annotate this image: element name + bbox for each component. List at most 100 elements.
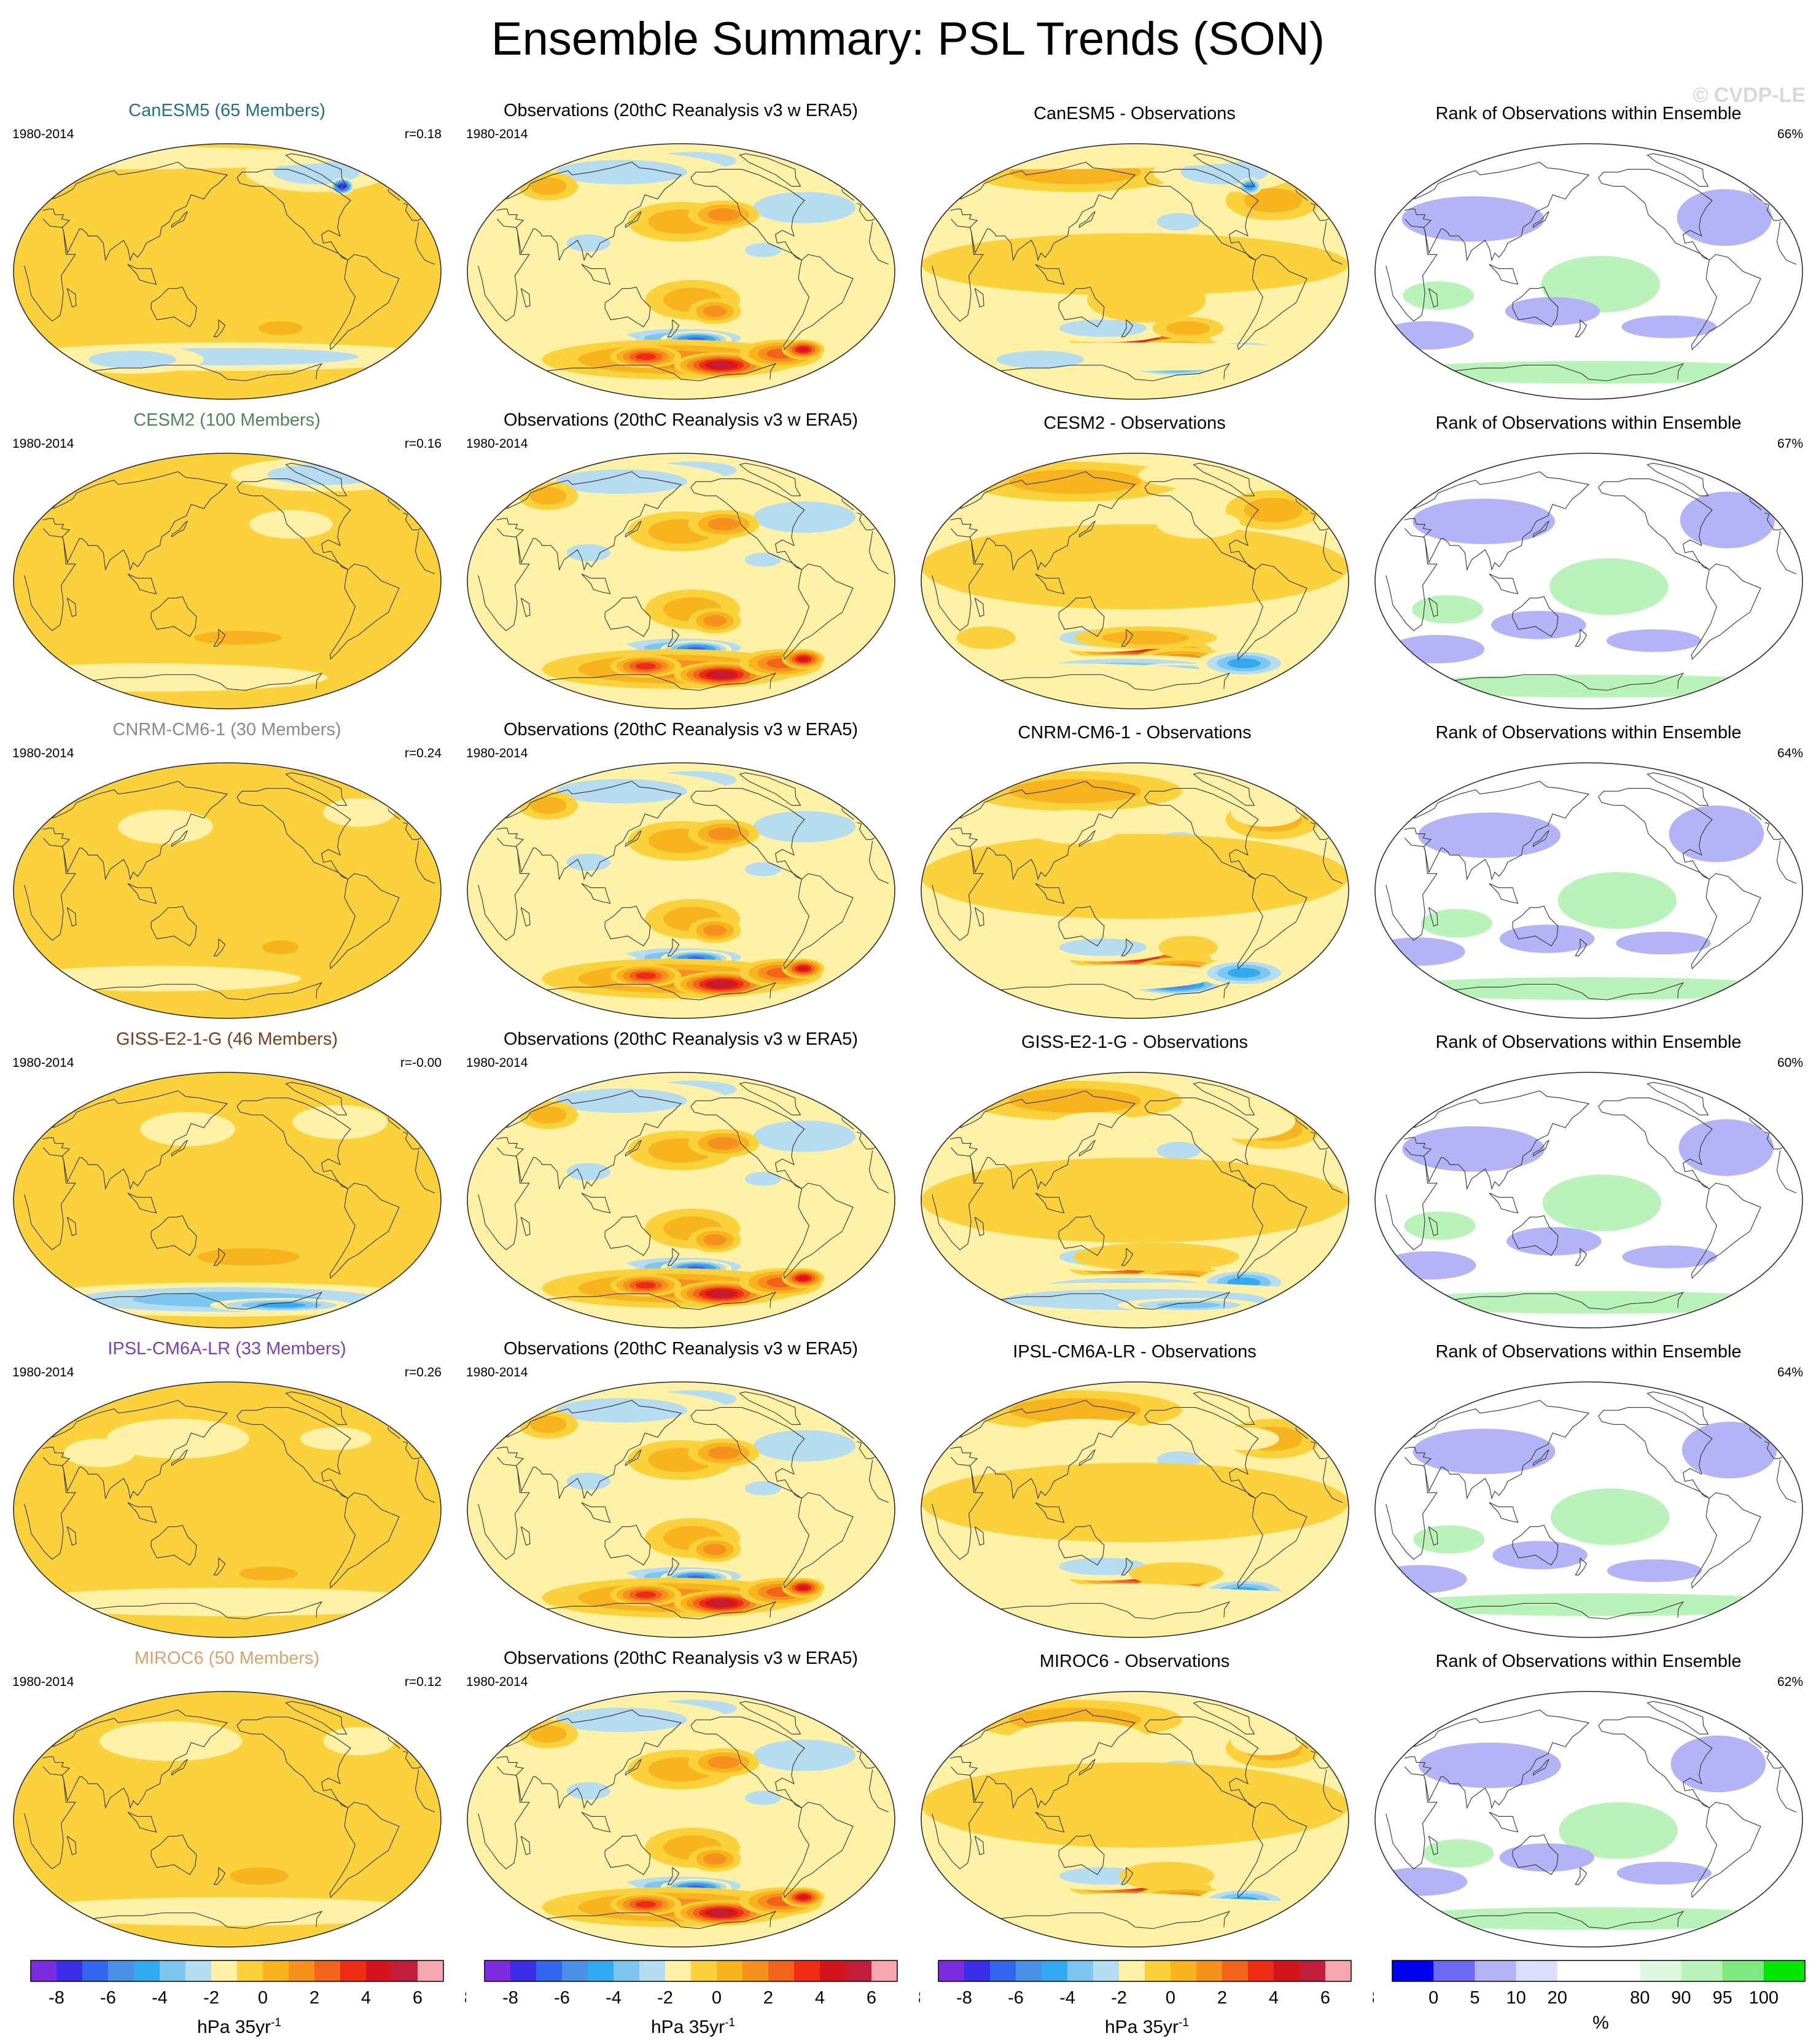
- coastline: [1237, 1182, 1307, 1279]
- coastline: [285, 1391, 348, 1425]
- coastline: [783, 1801, 854, 1898]
- map-border: [1374, 1072, 1803, 1328]
- coastline: [1385, 1457, 1797, 1560]
- colorbar-swatch: [691, 1960, 717, 1981]
- coastline: [1058, 1215, 1105, 1256]
- coastline: [932, 528, 1343, 631]
- panel-diff-0: CanESM5 - Observations: [908, 98, 1362, 408]
- trend-contour: [1073, 1242, 1239, 1271]
- map-plot: [1374, 762, 1803, 1019]
- map-border: [13, 453, 442, 709]
- map-border: [467, 1691, 895, 1948]
- map-plot: [13, 143, 442, 400]
- colorbar-svg: -8 -6 -4 -2 0 2 4 6 8: [938, 1960, 1374, 2008]
- coastline: [1575, 629, 1588, 647]
- trend-contour: [1157, 1301, 1221, 1309]
- coastline: [127, 883, 157, 904]
- colorbar-frame: [484, 1960, 898, 1982]
- coastline: [150, 1524, 197, 1566]
- rank-summary-label: 62%: [1777, 1675, 1803, 1689]
- psl-colorbar: -8-6-4-202468hPa 35yr-1: [466, 1953, 920, 2044]
- coastline: [1000, 1292, 1231, 1310]
- coastline: [604, 1215, 651, 1256]
- panel-title: Rank of Observations within Ensemble: [1435, 723, 1742, 743]
- panel-model-0: CanESM5 (65 Members) 1980-2014 r=0.18: [0, 98, 454, 408]
- colorbar-swatch: [1248, 1960, 1274, 1981]
- panel-obs-0: Observations (20thC Reanalysis v3 w ERA5…: [454, 98, 908, 408]
- panel-obs-3: Observations (20thC Reanalysis v3 w ERA5…: [454, 1027, 908, 1336]
- trend-contour: [566, 853, 610, 871]
- colorbar-swatch: [938, 1960, 965, 1981]
- coastline: [1512, 286, 1559, 327]
- trend-contour: [1087, 277, 1206, 323]
- coastline: [1000, 1601, 1231, 1620]
- trend-contour: [1492, 1540, 1588, 1570]
- colorbar-tick-label: -8: [502, 1988, 518, 2008]
- coastline: [690, 478, 805, 570]
- coastline: [1428, 1526, 1438, 1546]
- trend-contour: [703, 924, 727, 936]
- coastline: [1428, 598, 1438, 617]
- trend-contour: [1377, 977, 1802, 1000]
- panel-diff-2: CNRM-CM6-1 - Observations: [908, 717, 1362, 1027]
- map-border: [13, 143, 442, 400]
- colorbar-units: hPa 35yr-1: [920, 2012, 1374, 2038]
- colorbar-swatch: [990, 1960, 1016, 1981]
- coastline: [329, 1182, 400, 1279]
- coastline: [1385, 528, 1797, 631]
- trend-contour: [753, 1739, 856, 1771]
- coastline: [932, 838, 1343, 941]
- trend-contour: [1669, 805, 1764, 862]
- colorbar-tick-label: 6: [413, 1988, 423, 2008]
- panel-title: Rank of Observations within Ensemble: [1435, 104, 1742, 123]
- rank-colorbar: 0 5 10 20 80 90 95 100%: [1374, 1953, 1816, 2044]
- coastline: [690, 1717, 805, 1808]
- trend-contour: [1375, 937, 1465, 966]
- coastline: [783, 873, 854, 970]
- coastline: [1144, 788, 1259, 880]
- rank-summary-label: 64%: [1777, 1365, 1803, 1379]
- coastline: [1646, 1391, 1709, 1425]
- trend-contour: [707, 1137, 740, 1150]
- coastline: [285, 153, 348, 187]
- coastline: [1598, 1407, 1713, 1499]
- panel-model-2: CNRM-CM6-1 (30 Members) 1980-2014 r=0.24: [0, 717, 454, 1027]
- coastline: [171, 1449, 189, 1466]
- map-plot: [13, 453, 442, 709]
- panel-model-1: CESM2 (100 Members) 1980-2014 r=0.16: [0, 408, 454, 717]
- colorbar-swatch: [1516, 1960, 1558, 1981]
- coastline: [93, 1601, 323, 1620]
- colorbar-swatch: [108, 1960, 134, 1981]
- units-text: hPa 35yr: [651, 2017, 725, 2037]
- colorbar-swatch: [964, 1960, 991, 1981]
- colorbar-swatch: [485, 1960, 511, 1981]
- map-border: [13, 1381, 442, 1638]
- coastline: [285, 462, 348, 496]
- coastline: [1078, 1449, 1096, 1466]
- period-label: 1980-2014: [12, 1365, 74, 1379]
- coastline: [1035, 573, 1065, 595]
- coastline: [213, 1867, 226, 1885]
- coastline: [478, 1457, 889, 1560]
- coastline: [520, 1526, 531, 1546]
- colorbar-swatch: [846, 1960, 872, 1981]
- coastline: [739, 153, 801, 187]
- coastline: [236, 788, 351, 880]
- coastline: [93, 982, 323, 1001]
- colorbar-swatch: [871, 1960, 898, 1981]
- trend-contour: [1381, 361, 1802, 384]
- coastline: [1646, 1701, 1709, 1734]
- map-border: [921, 1691, 1349, 1948]
- coastline: [236, 478, 351, 570]
- map-border: [13, 1691, 442, 1948]
- coastline: [93, 363, 323, 381]
- colorbar-frame: [30, 1960, 444, 1982]
- map-border: [13, 1072, 442, 1328]
- coastline: [1121, 1248, 1134, 1266]
- map-plot: [1374, 143, 1803, 400]
- map-plot: [467, 1691, 895, 1948]
- coastline: [1575, 1558, 1588, 1575]
- panel-title: MIROC6 - Observations: [1039, 1652, 1230, 1671]
- trend-contour: [996, 351, 1085, 369]
- coastline: [1454, 1911, 1685, 1929]
